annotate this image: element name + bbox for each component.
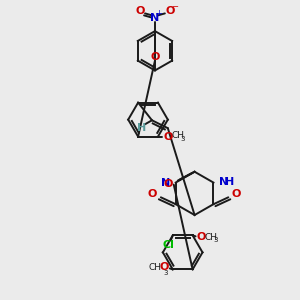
Text: O: O [164,132,173,142]
Text: O: O [164,178,173,188]
Text: 3: 3 [163,270,168,276]
Text: −: − [171,2,178,11]
Text: O: O [150,52,160,62]
Text: CH: CH [205,233,218,242]
Text: 3: 3 [213,237,218,243]
Text: 3: 3 [181,136,185,142]
Text: CH: CH [149,263,162,272]
Text: O: O [231,189,241,200]
Text: O: O [165,6,175,16]
Text: O: O [135,6,145,16]
Text: CH: CH [172,131,185,140]
Text: N: N [150,13,160,23]
Text: O: O [148,189,157,200]
Text: O: O [159,262,169,272]
Text: H: H [137,123,147,133]
Text: N: N [160,178,170,188]
Text: Cl: Cl [163,240,175,250]
Text: O: O [196,232,206,242]
Text: +: + [155,9,162,18]
Text: N: N [219,177,229,187]
Text: H: H [225,177,235,187]
